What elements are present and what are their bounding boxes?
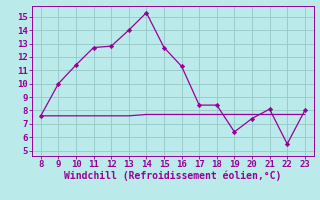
X-axis label: Windchill (Refroidissement éolien,°C): Windchill (Refroidissement éolien,°C) <box>64 171 282 181</box>
